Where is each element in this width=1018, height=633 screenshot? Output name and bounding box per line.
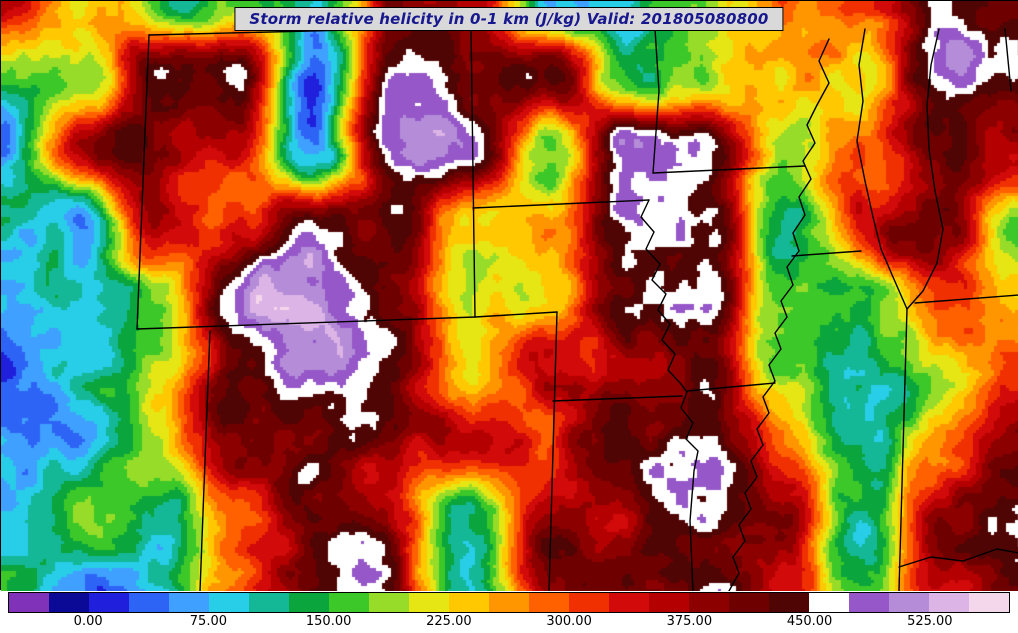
colorbar-segment [129, 593, 169, 612]
colorbar-segment [849, 593, 889, 612]
colorbar-segment [689, 593, 729, 612]
colorbar-segment [729, 593, 769, 612]
colorbar-tick-label: 300.00 [546, 614, 592, 629]
colorbar-segment [489, 593, 529, 612]
map-title: Storm relative helicity in 0-1 km (J/kg)… [234, 7, 784, 31]
colorbar-segment [809, 593, 849, 612]
colorbar-tick-label: 525.00 [907, 614, 953, 629]
colorbar-segment [209, 593, 249, 612]
colorbar-tick-label: 375.00 [666, 614, 713, 629]
colorbar-segment [249, 593, 289, 612]
colorbar-segment [369, 593, 409, 612]
colorbar-segment [169, 593, 209, 612]
colorbar-tick-label: 225.00 [426, 614, 472, 629]
colorbar-tick-label: 0.00 [73, 614, 103, 629]
colorbar-tick-label: 150.00 [305, 614, 352, 629]
colorbar-segment [409, 593, 449, 612]
colorbar-segment [769, 593, 809, 612]
colorbar-segment [49, 593, 89, 612]
colorbar-labels: 0.00 75.00 150.00 225.00 300.00 375.00 450.00 5… [8, 613, 1010, 631]
colorbar-segment [969, 593, 1009, 612]
colorbar-segment [649, 593, 689, 612]
colorbar: 0.00 75.00 150.00 225.00 300.00 375.00 450.00 5… [8, 592, 1010, 632]
colorbar-segment [569, 593, 609, 612]
colorbar-tick-label: 75.00 [189, 614, 227, 629]
colorbar-tick-label: 450.00 [786, 614, 833, 629]
colorbar-segment [449, 593, 489, 612]
map-area: Storm relative helicity in 0-1 km (J/kg)… [0, 0, 1018, 591]
helicity-field-canvas [1, 1, 1018, 591]
colorbar-segment [329, 593, 369, 612]
colorbar-segment [289, 593, 329, 612]
colorbar-segment [889, 593, 929, 612]
colorbar-segment [609, 593, 649, 612]
colorbar-segment [529, 593, 569, 612]
colorbar-strip [8, 592, 1010, 613]
colorbar-segment [9, 593, 49, 612]
colorbar-segment [929, 593, 969, 612]
colorbar-segment [89, 593, 129, 612]
